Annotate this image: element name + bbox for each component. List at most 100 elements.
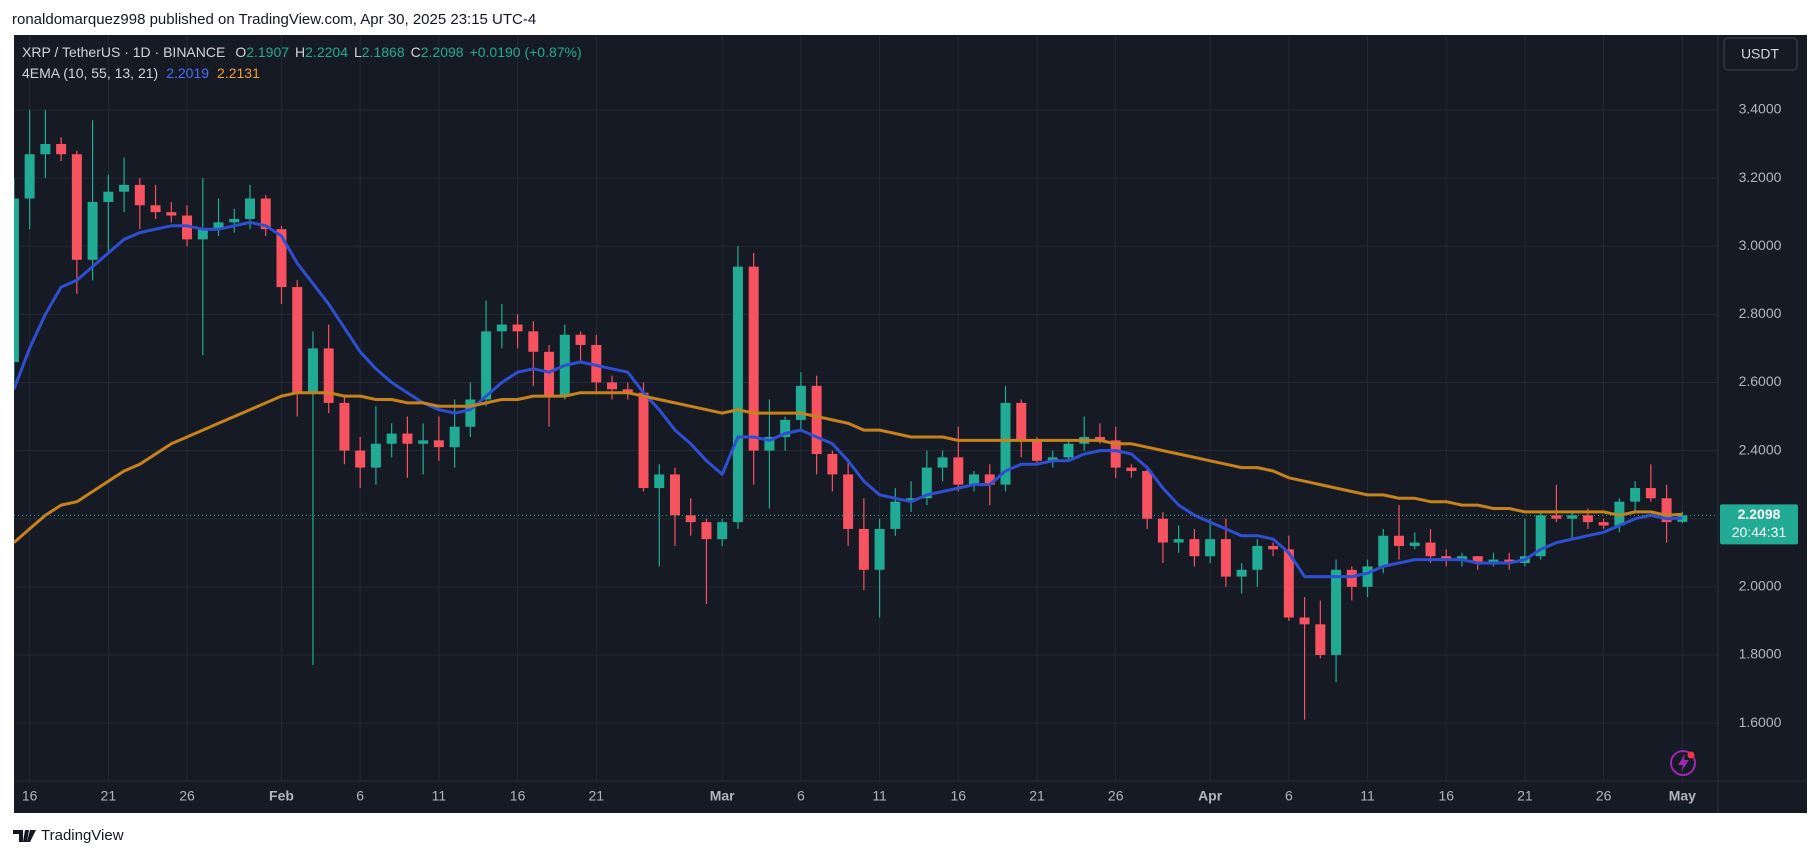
candle-body: [481, 331, 492, 400]
y-tick-label: 1.6000: [1739, 714, 1782, 730]
ohlc-label: C: [411, 44, 421, 60]
candle-body: [1205, 539, 1216, 557]
candle-body: [638, 392, 649, 489]
candle-body: [103, 191, 114, 202]
logo-mark: [13, 830, 36, 842]
candle-body: [1094, 436, 1105, 441]
ohlc-value: 2.1868: [362, 44, 405, 60]
indicator-name: 4EMA (10, 55, 13, 21): [22, 65, 158, 81]
ema-line: [14, 220, 1683, 579]
candle-body: [1598, 522, 1609, 526]
candle-body: [150, 205, 161, 213]
ema-value: 2.2019: [166, 65, 209, 81]
candle-body: [433, 440, 444, 448]
x-tick-label: 16: [22, 788, 38, 804]
candle-body: [323, 348, 334, 403]
candle-body: [449, 426, 460, 448]
x-tick-label: Feb: [269, 788, 294, 804]
candle-body: [1362, 566, 1373, 587]
candle-body: [1331, 569, 1342, 655]
candle-body: [969, 474, 980, 485]
candle-body: [1425, 542, 1436, 557]
candle-body: [1032, 440, 1042, 461]
candle-body: [795, 385, 806, 420]
x-tick-label: 26: [1108, 788, 1124, 804]
candle-body: [1472, 556, 1483, 563]
candle-body: [1299, 617, 1310, 625]
alert-icon-ring: [1670, 750, 1696, 776]
candle-body: [14, 198, 19, 363]
candle-body: [1409, 542, 1420, 546]
candle-body: [1315, 624, 1326, 655]
candle-body: [56, 144, 67, 155]
candle-body: [213, 222, 224, 230]
candle-body: [1677, 515, 1688, 522]
alert-icon[interactable]: [1670, 750, 1696, 776]
y-tick-label: 2.0000: [1739, 578, 1782, 594]
candle-body: [1394, 535, 1405, 546]
y-tick-label: 3.2000: [1739, 169, 1782, 185]
ohlc-value: 2.2204: [305, 44, 348, 60]
candle-body: [402, 433, 413, 444]
candle-body: [370, 443, 381, 468]
candle-body: [1456, 556, 1467, 560]
y-tick-label: 2.8000: [1739, 305, 1782, 321]
change-value: +0.0190 (+0.87%): [470, 44, 582, 60]
candle-body: [1346, 569, 1357, 587]
candle-body: [953, 457, 964, 485]
candle-body: [276, 229, 287, 288]
x-tick-label: 16: [951, 788, 967, 804]
candle-body: [575, 334, 586, 345]
candle-body: [1268, 545, 1279, 550]
candle-body: [1378, 535, 1389, 567]
candle-body: [418, 440, 429, 444]
candle-body: [40, 144, 51, 155]
candle-body: [307, 348, 318, 393]
y-tick-label: 1.8000: [1739, 646, 1782, 662]
countdown-label: 20:44:31: [1732, 524, 1787, 540]
currency-button[interactable]: [1723, 37, 1798, 71]
x-tick-label: 16: [510, 788, 526, 804]
candle-body: [1142, 471, 1153, 519]
candle-body: [1661, 498, 1672, 523]
alert-icon-dot: [1687, 751, 1695, 759]
candle-body: [1063, 443, 1074, 458]
candle-body: [1441, 556, 1452, 560]
candle-body: [1535, 515, 1546, 557]
candle-body: [119, 184, 130, 192]
alert-icon-bolt: [1678, 754, 1689, 772]
candle-body: [984, 474, 995, 485]
candle-body: [339, 402, 350, 451]
x-tick-label: 21: [101, 788, 117, 804]
candle-body: [1283, 549, 1294, 618]
last-price-box: [1720, 504, 1798, 545]
x-tick-label: 21: [1517, 788, 1533, 804]
candle-body: [1630, 488, 1641, 502]
candle-body: [1551, 515, 1562, 519]
x-tick-label: 6: [356, 788, 364, 804]
candle-body: [355, 450, 366, 468]
candle-body: [874, 528, 885, 570]
candle-body: [732, 266, 743, 523]
candle-body: [1220, 539, 1231, 577]
symbol: XRP / TetherUS · 1D · BINANCE: [22, 44, 225, 60]
candle-body: [780, 419, 791, 437]
x-tick-label: 21: [588, 788, 604, 804]
footer-brand: TradingView: [41, 827, 124, 844]
x-tick-label: 21: [1029, 788, 1045, 804]
candle-body: [544, 351, 555, 397]
candle-body: [1110, 440, 1121, 468]
candle-body: [1000, 402, 1011, 485]
candle-body: [1582, 515, 1593, 523]
indicator-legend: 4EMA (10, 55, 13, 21) 2.2019 2.2131: [22, 65, 260, 81]
y-tick-label: 2.6000: [1739, 373, 1782, 389]
attribution: ronaldomarquez998 published on TradingVi…: [12, 11, 536, 28]
candle-body: [528, 331, 539, 352]
candle-body: [1252, 545, 1263, 570]
candle-body: [24, 154, 35, 199]
candle-body: [1567, 515, 1578, 519]
candle-body: [843, 474, 854, 529]
candle-body: [1157, 518, 1168, 543]
x-tick-label: May: [1669, 788, 1696, 804]
